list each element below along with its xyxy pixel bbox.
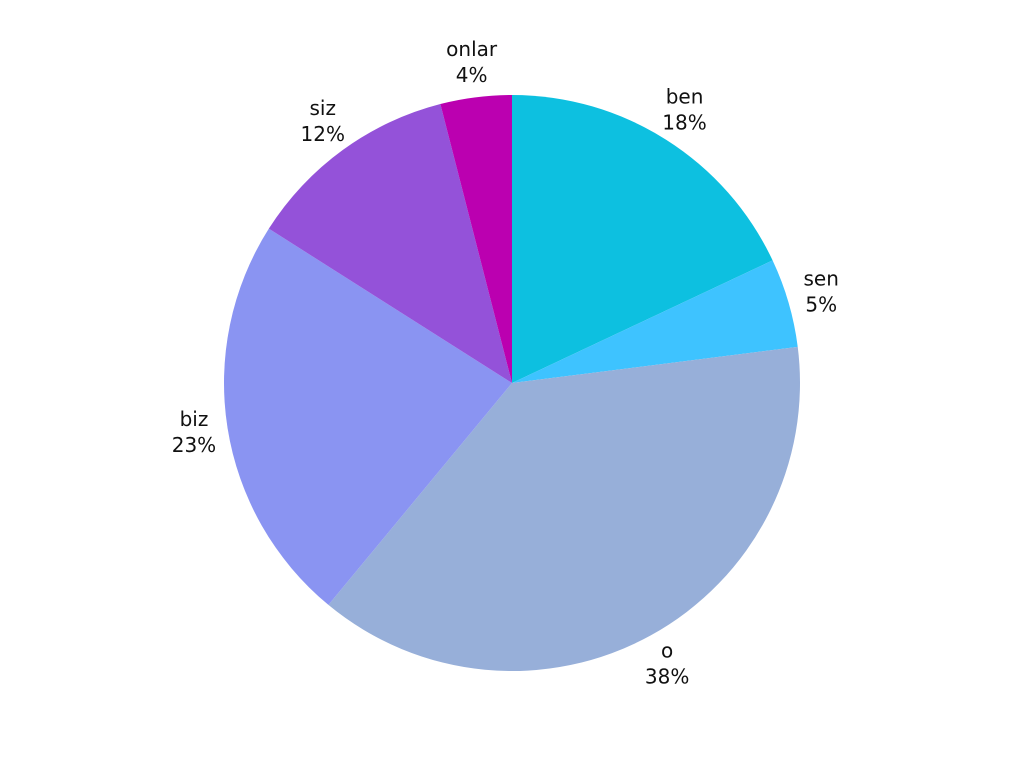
slice-label: sen — [804, 267, 839, 291]
pie-slice — [512, 95, 773, 383]
slice-label: o — [661, 639, 673, 663]
slice-value-label: 5% — [805, 293, 837, 317]
pie-slice — [224, 228, 512, 605]
slice-label: ben — [666, 85, 704, 109]
pie-slice — [440, 95, 512, 383]
slice-label: siz — [309, 96, 335, 120]
slice-label: biz — [180, 407, 209, 431]
pie-slice — [268, 104, 512, 384]
pie-slice — [512, 260, 798, 383]
slice-value-label: 12% — [301, 122, 345, 146]
slice-value-label: 23% — [172, 433, 216, 457]
slice-value-label: 18% — [662, 111, 706, 135]
pie-slice — [328, 346, 800, 671]
slice-label: onlar — [446, 37, 498, 61]
slice-value-label: 38% — [645, 665, 689, 689]
slice-value-label: 4% — [456, 63, 488, 87]
